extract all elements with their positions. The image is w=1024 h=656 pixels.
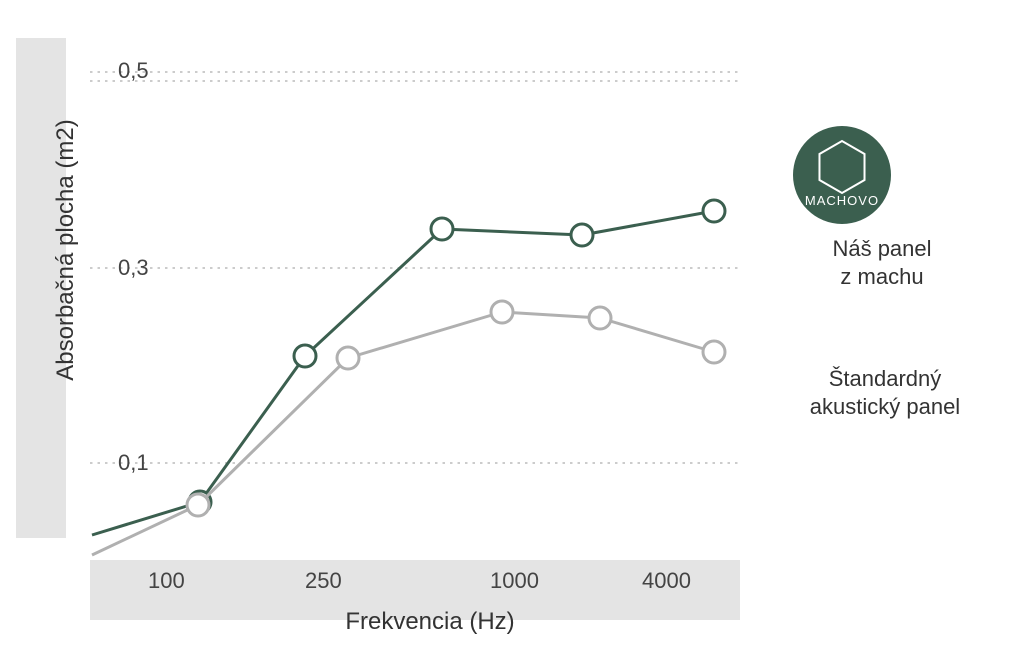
chart-container: Absorbačná plocha (m2) Frekvencia (Hz) M… [0,0,1024,656]
series-marker-machovo [294,345,316,367]
logo-text: MACHOVO [805,193,879,208]
y-tick-label: 0,3 [118,255,149,281]
x-tick-label: 4000 [642,568,691,594]
series-marker-standard [491,301,513,323]
y-tick-label: 0,5 [118,58,149,84]
y-tick-label: 0,1 [118,450,149,476]
logo-badge: MACHOVO [793,126,891,224]
legend-label-standard: Štandardnýakustický panel [780,365,990,420]
legend-label-machovo: Náš panelz machu [797,235,967,290]
x-tick-label: 250 [305,568,342,594]
series-marker-machovo [703,200,725,222]
chart-svg: MACHOVO [0,0,1024,656]
x-tick-label: 1000 [490,568,539,594]
series-marker-standard [187,494,209,516]
series-marker-standard [337,347,359,369]
series-marker-standard [589,307,611,329]
x-tick-label: 100 [148,568,185,594]
series-line-standard [92,312,714,555]
series-line-machovo [92,211,714,535]
series-marker-machovo [431,218,453,240]
series-marker-standard [703,341,725,363]
series-marker-machovo [571,224,593,246]
